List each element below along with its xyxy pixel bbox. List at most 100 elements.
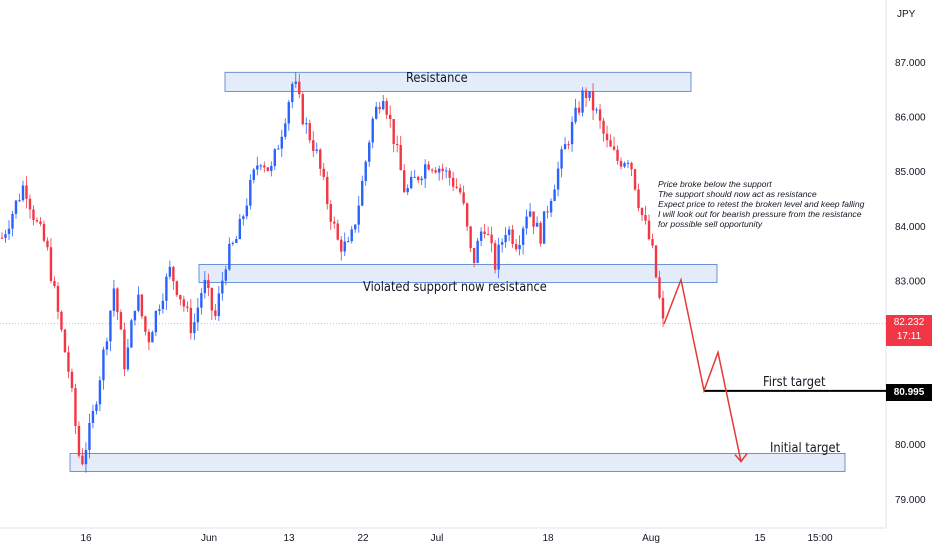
candle-body — [633, 169, 637, 190]
candle-body — [378, 106, 381, 110]
candle-body — [154, 310, 158, 333]
candle-body — [612, 146, 616, 150]
candle-body — [416, 176, 420, 181]
candle-body — [382, 101, 385, 110]
y-tick-label: 79.000 — [895, 495, 926, 506]
note-line: Expect price to retest the broken level … — [658, 199, 865, 209]
candle-body — [661, 297, 665, 319]
candle-body — [270, 165, 273, 171]
candle-body — [63, 329, 67, 353]
candle-body — [333, 221, 336, 224]
candle-body — [462, 192, 465, 204]
candle-body — [375, 106, 378, 119]
candle-body — [361, 180, 364, 206]
candle-body — [123, 329, 126, 370]
note-line: The support should now act as resistance — [658, 189, 817, 199]
candle-body — [546, 211, 549, 213]
candle-body — [105, 341, 109, 350]
candle-body — [165, 276, 168, 301]
candle-body — [25, 185, 28, 199]
candle-body — [532, 211, 535, 227]
candle-body — [126, 347, 130, 370]
candle-body — [486, 234, 490, 236]
x-tick-label: 16 — [80, 533, 92, 544]
candle-body — [228, 243, 231, 270]
candle-body — [119, 312, 123, 330]
candle-body — [500, 242, 504, 245]
projected-path — [663, 277, 742, 462]
candle-body — [84, 449, 88, 465]
candle-body — [640, 208, 644, 216]
candle-body — [574, 107, 577, 122]
candle-body — [231, 243, 235, 245]
candle-body — [448, 170, 451, 178]
candle-body — [144, 316, 147, 332]
candle-body — [266, 167, 269, 171]
candle-body — [385, 101, 388, 115]
candle-body — [402, 170, 406, 193]
candle-body — [340, 239, 343, 252]
candle-body — [577, 107, 581, 113]
candle-body — [455, 186, 458, 188]
candle-body — [427, 164, 430, 170]
last-price-badge: 82.232 17:11 — [886, 315, 932, 346]
candle-body — [207, 279, 210, 289]
candle-body — [644, 215, 647, 221]
candle-body — [591, 91, 595, 111]
candle-body — [525, 216, 528, 229]
candle-body — [161, 300, 165, 310]
candle-body — [186, 306, 189, 308]
x-axis-ticks: 16 Jun 13 22 Jul 18 Aug 15 15:00 — [80, 533, 833, 544]
candle-body — [56, 286, 60, 312]
candle-body — [305, 123, 308, 125]
candle-body — [542, 211, 546, 244]
candle-body — [137, 294, 140, 311]
candle-body — [200, 293, 203, 308]
candle-body — [399, 145, 402, 171]
candle-body — [347, 241, 350, 243]
candle-body — [616, 149, 619, 161]
candle-body — [60, 311, 63, 330]
candle-body — [396, 143, 399, 146]
candle-body — [287, 102, 290, 124]
support-zone-label: Violated support now resistance — [363, 280, 547, 295]
candle-body — [284, 123, 287, 137]
candle-body — [95, 404, 98, 412]
note-line: I will look out for bearish pressure fro… — [658, 209, 862, 219]
x-tick-label: 22 — [357, 533, 369, 544]
candle-body — [18, 200, 21, 202]
candle-body — [605, 133, 609, 141]
candle-body — [74, 388, 77, 426]
x-tick-label: 15 — [754, 533, 766, 544]
x-tick-label: Jul — [431, 533, 444, 544]
y-tick-label: 84.000 — [895, 222, 926, 233]
candle-body — [553, 189, 556, 201]
candle-body — [98, 380, 102, 405]
candle-body — [67, 352, 70, 372]
candle-body — [490, 234, 493, 244]
candle-body — [654, 245, 658, 278]
candle-body — [535, 222, 539, 227]
candle-body — [441, 168, 444, 172]
candle-body — [214, 310, 217, 317]
first-target-label: First target — [763, 375, 826, 390]
candle-body — [651, 239, 654, 246]
y-axis-ticks: 87.000 86.000 85.000 84.000 83.000 80.000 79.0… — [895, 58, 926, 506]
candle-body — [235, 239, 238, 244]
candle-body — [598, 109, 602, 121]
candle-body — [630, 162, 633, 170]
candle-body — [39, 221, 42, 224]
candle-body — [364, 161, 367, 181]
y-tick-label: 86.000 — [895, 113, 926, 124]
candle-body — [357, 205, 360, 225]
candle-body — [280, 136, 283, 149]
zone-rect — [198, 264, 718, 283]
candle-body — [4, 234, 7, 238]
candle-body — [294, 81, 297, 84]
candle-body — [315, 149, 318, 151]
candle-body — [7, 228, 11, 235]
candle-body — [623, 163, 626, 167]
candle-body — [479, 231, 483, 241]
zone-layer — [69, 71, 846, 472]
